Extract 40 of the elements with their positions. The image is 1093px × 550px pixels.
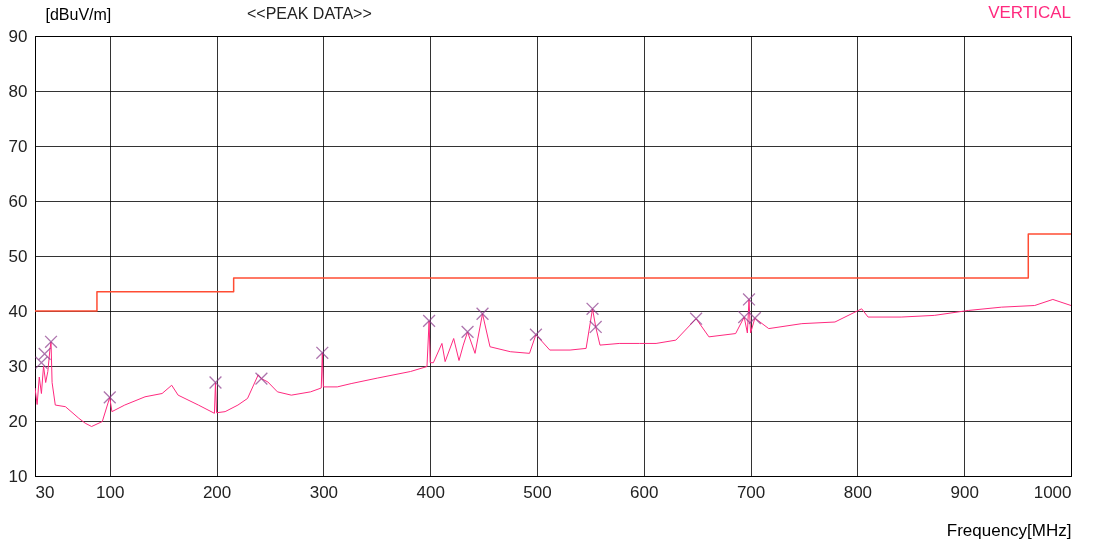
point bbox=[315, 346, 329, 360]
x-tick-label: 30 bbox=[35, 482, 55, 502]
point bbox=[44, 335, 58, 349]
point bbox=[103, 390, 117, 404]
point bbox=[38, 347, 52, 361]
x-tick-label: 100 bbox=[96, 482, 125, 502]
point bbox=[208, 375, 223, 390]
y-tick-label: 40 bbox=[8, 301, 28, 321]
y-tick-label: 90 bbox=[8, 26, 28, 46]
y-tick-label: 20 bbox=[8, 411, 28, 431]
point bbox=[475, 307, 490, 321]
x-tick-label: 200 bbox=[202, 482, 232, 502]
x-axis-title: Frequency[MHz] bbox=[946, 520, 1072, 540]
y-tick-label: 10 bbox=[8, 466, 28, 486]
y-tick-label: 80 bbox=[8, 81, 28, 101]
point bbox=[589, 320, 603, 334]
point bbox=[529, 328, 543, 342]
point bbox=[742, 292, 756, 307]
x-tick-label: 900 bbox=[950, 482, 979, 502]
point bbox=[254, 372, 268, 386]
point bbox=[460, 325, 475, 339]
x-tick-label: 500 bbox=[523, 482, 552, 502]
y-tick-label: 60 bbox=[8, 191, 28, 211]
point bbox=[585, 302, 600, 316]
point bbox=[689, 312, 703, 326]
x-tick-label: 1000 bbox=[1033, 482, 1072, 502]
point bbox=[422, 314, 436, 328]
y-axis-title: [dBuV/m] bbox=[45, 5, 112, 23]
x-tick-label: 300 bbox=[309, 482, 339, 502]
text: VERTICAL bbox=[988, 3, 1071, 22]
y-tick-label: 70 bbox=[8, 136, 28, 156]
chart-title: <<PEAK DATA>> bbox=[247, 5, 372, 22]
x-tick-label: 800 bbox=[843, 482, 873, 502]
x-tick-label: 700 bbox=[736, 482, 766, 502]
y-tick-label: 30 bbox=[8, 356, 28, 376]
x-tick-label: 600 bbox=[630, 482, 659, 502]
y-tick-label: 50 bbox=[8, 246, 28, 266]
point bbox=[35, 356, 48, 370]
x-tick-label: 400 bbox=[416, 482, 445, 502]
line-series bbox=[35, 298, 1071, 427]
